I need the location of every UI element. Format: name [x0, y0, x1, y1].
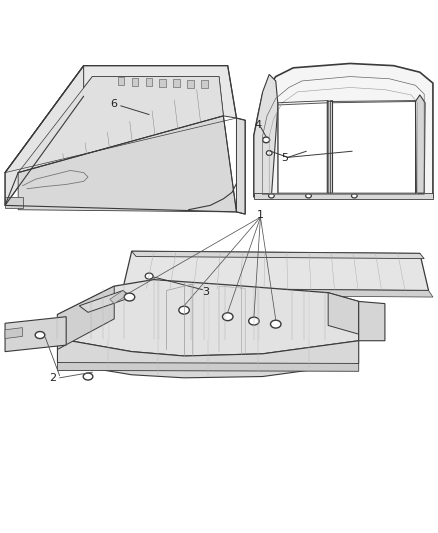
Polygon shape	[201, 80, 208, 88]
Text: 1: 1	[257, 210, 264, 220]
Polygon shape	[254, 63, 433, 197]
Polygon shape	[5, 66, 237, 173]
Polygon shape	[5, 197, 22, 207]
Text: 6: 6	[111, 99, 118, 109]
Ellipse shape	[268, 193, 274, 198]
Polygon shape	[5, 66, 84, 205]
Polygon shape	[145, 78, 152, 86]
Ellipse shape	[223, 313, 233, 321]
Polygon shape	[123, 251, 428, 290]
Ellipse shape	[83, 373, 93, 380]
Polygon shape	[416, 95, 425, 193]
Polygon shape	[118, 77, 124, 85]
Polygon shape	[327, 101, 332, 193]
Polygon shape	[237, 118, 245, 214]
Ellipse shape	[179, 306, 189, 314]
Polygon shape	[5, 328, 22, 338]
Polygon shape	[57, 286, 114, 350]
Text: 5: 5	[281, 153, 288, 163]
Ellipse shape	[263, 137, 270, 143]
Ellipse shape	[271, 320, 281, 328]
Ellipse shape	[306, 193, 311, 198]
Polygon shape	[18, 116, 237, 212]
Polygon shape	[359, 302, 385, 341]
Polygon shape	[187, 80, 194, 88]
Polygon shape	[57, 280, 359, 356]
Ellipse shape	[249, 317, 259, 325]
Polygon shape	[18, 77, 223, 173]
Polygon shape	[328, 293, 359, 334]
Polygon shape	[132, 78, 138, 86]
Polygon shape	[123, 288, 433, 297]
Ellipse shape	[266, 151, 272, 156]
Ellipse shape	[124, 293, 135, 301]
Polygon shape	[254, 75, 278, 197]
Polygon shape	[110, 290, 127, 304]
Polygon shape	[254, 193, 433, 199]
Ellipse shape	[352, 193, 357, 198]
Text: 4: 4	[255, 119, 262, 130]
Ellipse shape	[145, 273, 153, 279]
Polygon shape	[57, 338, 359, 378]
Text: 2: 2	[49, 373, 57, 383]
Polygon shape	[132, 251, 424, 259]
Polygon shape	[5, 317, 66, 352]
Text: 3: 3	[202, 287, 209, 297]
Polygon shape	[159, 79, 166, 87]
Polygon shape	[79, 290, 132, 312]
Polygon shape	[330, 101, 416, 193]
Polygon shape	[173, 79, 180, 87]
Polygon shape	[278, 103, 328, 193]
Polygon shape	[57, 362, 359, 372]
Ellipse shape	[35, 332, 45, 338]
